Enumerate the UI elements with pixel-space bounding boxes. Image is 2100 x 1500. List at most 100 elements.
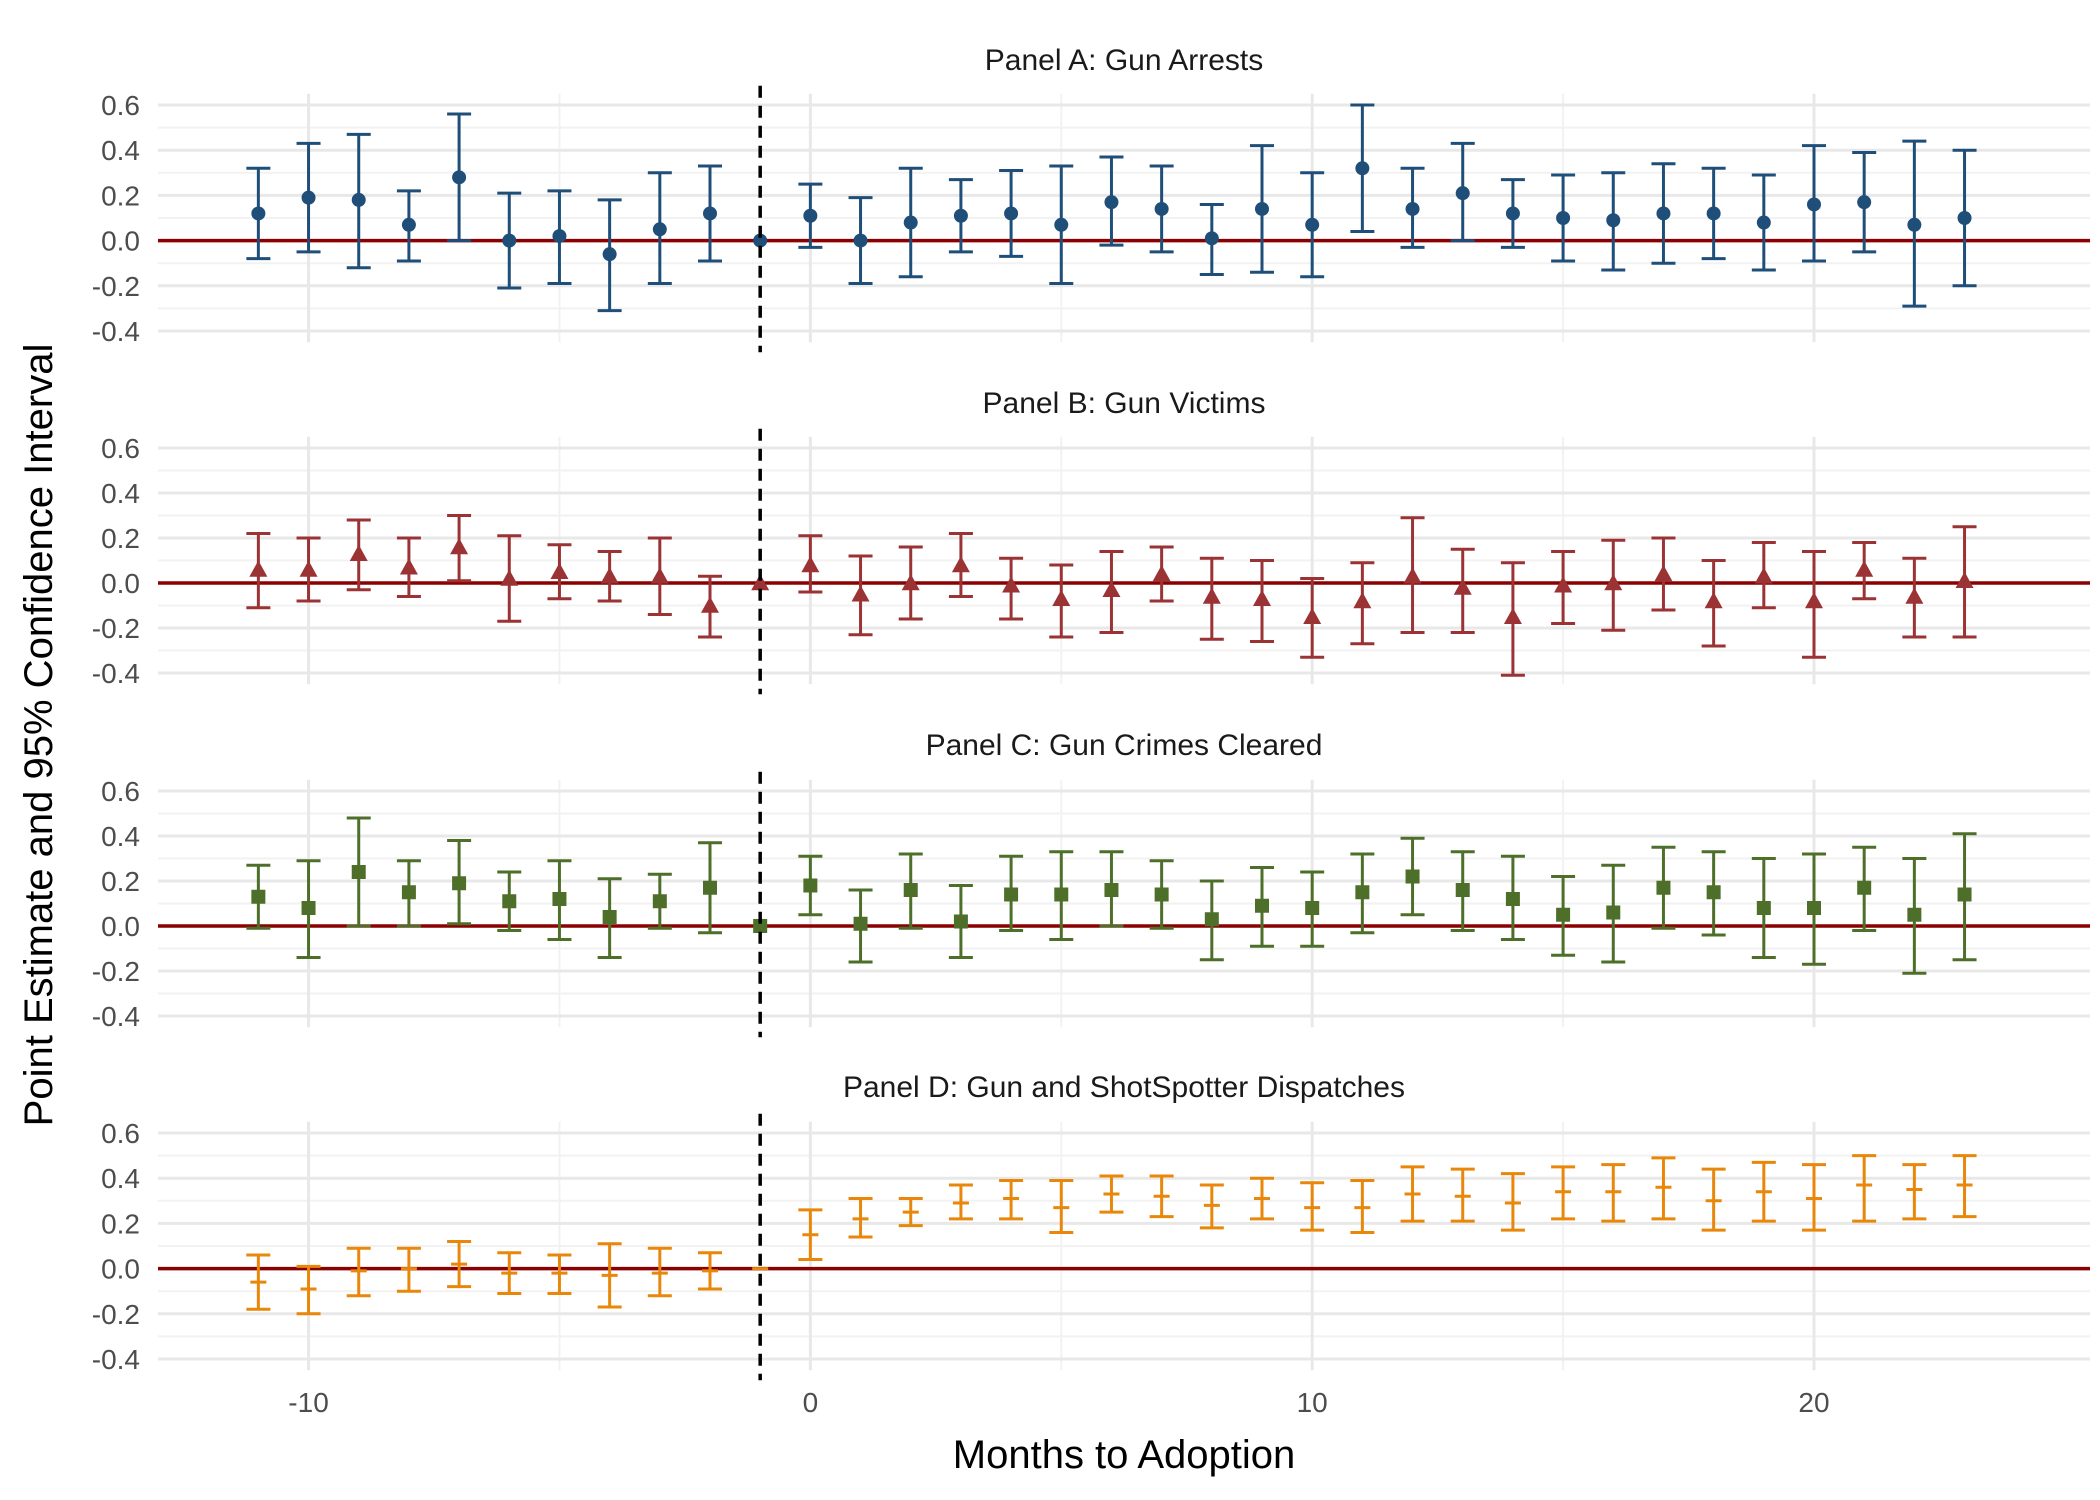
point-estimate	[600, 567, 619, 584]
point-estimate	[401, 217, 416, 232]
point-estimate	[399, 558, 418, 575]
point-estimate	[1255, 898, 1269, 913]
point-estimate	[351, 865, 366, 879]
error-bar	[396, 859, 421, 928]
y-tick-label: 0.0	[101, 226, 140, 257]
point-estimate	[851, 585, 870, 602]
error-bar	[1551, 173, 1576, 263]
error-bar	[898, 1197, 923, 1228]
error-bar	[296, 536, 321, 603]
error-bar	[1952, 1154, 1977, 1219]
point-estimate	[903, 883, 918, 897]
error-bar	[497, 191, 522, 290]
point-estimate	[1152, 565, 1171, 582]
error-bar	[1651, 162, 1676, 265]
y-tick-label: 0.4	[101, 135, 140, 166]
error-bar	[1149, 859, 1174, 930]
error-bar	[1099, 1174, 1124, 1214]
error-bar	[1500, 561, 1525, 677]
point-estimate	[552, 229, 567, 244]
point-estimate	[452, 876, 467, 891]
point-estimate	[951, 556, 970, 573]
point-estimate	[1706, 206, 1721, 221]
y-tick-label: 0.0	[101, 1254, 140, 1285]
y-tick-label: -0.2	[92, 1299, 140, 1330]
y-tick-label: 0.4	[101, 1163, 140, 1194]
point-estimate	[903, 215, 918, 230]
error-bar	[1049, 1178, 1074, 1234]
error-bar	[1149, 545, 1174, 603]
error-bar	[1300, 870, 1325, 948]
error-bar	[1651, 845, 1676, 930]
point-estimate	[1054, 217, 1069, 232]
y-tick-label: 0.4	[101, 821, 140, 852]
error-bar	[597, 550, 622, 603]
point-estimate	[1704, 592, 1723, 609]
error-bar	[447, 1239, 472, 1289]
point-estimate	[1606, 213, 1621, 228]
error-bar	[848, 1197, 873, 1239]
error-bar	[1099, 155, 1124, 247]
point-estimate	[650, 567, 669, 584]
figure-ylabel: Point Estimate and 95% Confidence Interv…	[17, 344, 61, 1127]
error-bar	[1149, 1174, 1174, 1219]
error-bar	[999, 169, 1024, 258]
error-bar	[1199, 556, 1224, 641]
error-bar	[1601, 171, 1626, 272]
error-bar	[1651, 1156, 1676, 1221]
error-bar	[346, 1246, 371, 1298]
point-estimate	[703, 880, 717, 895]
error-bar	[1300, 1181, 1325, 1232]
point-estimate	[1756, 215, 1771, 230]
error-bar	[1400, 1165, 1425, 1223]
panel-title: Panel C: Gun Crimes Cleared	[926, 729, 1323, 762]
point-estimate	[1756, 901, 1771, 915]
error-bar	[597, 1242, 622, 1309]
error-bar	[647, 1246, 672, 1298]
error-bar	[1902, 556, 1927, 639]
point-estimate	[1202, 587, 1221, 604]
error-bar	[346, 518, 371, 592]
point-estimate	[1453, 578, 1472, 595]
point-estimate	[1957, 211, 1972, 225]
point-estimate	[1355, 885, 1370, 900]
error-bar	[1701, 559, 1726, 648]
y-tick-label: 0.6	[101, 90, 140, 121]
error-bar	[1701, 166, 1726, 261]
error-bar	[1099, 850, 1124, 928]
error-bar	[798, 1208, 823, 1262]
error-bar	[647, 536, 672, 616]
error-bar	[1902, 857, 1927, 975]
error-bar	[547, 543, 572, 601]
error-bar	[1651, 536, 1676, 612]
error-bar	[898, 166, 923, 279]
point-estimate	[1857, 880, 1872, 895]
error-bar	[948, 178, 973, 254]
error-bar	[798, 182, 823, 249]
point-estimate	[251, 206, 266, 221]
error-bar	[1852, 845, 1877, 932]
y-tick-label: -0.2	[92, 613, 140, 644]
point-estimate	[1154, 887, 1169, 902]
point-estimate	[1305, 217, 1320, 232]
error-bar	[1751, 541, 1776, 610]
point-estimate	[1305, 901, 1320, 915]
point-estimate	[803, 878, 818, 893]
y-tick-label: 0.2	[101, 1208, 140, 1239]
error-bar	[751, 574, 770, 591]
error-bar	[1300, 577, 1325, 659]
error-bar	[1199, 1183, 1224, 1230]
point-estimate	[251, 889, 266, 904]
panel-title: Panel D: Gun and ShotSpotter Dispatches	[843, 1071, 1405, 1104]
y-tick-label: 0.0	[101, 911, 140, 942]
error-bar	[296, 141, 321, 254]
x-tick-label: -10	[288, 1387, 328, 1418]
error-bar	[1400, 166, 1425, 249]
point-estimate	[1004, 887, 1019, 902]
error-bar	[1250, 144, 1274, 274]
error-bar	[246, 166, 271, 261]
error-bar	[1049, 850, 1074, 941]
error-bar	[1701, 850, 1726, 937]
error-bar	[346, 816, 371, 928]
